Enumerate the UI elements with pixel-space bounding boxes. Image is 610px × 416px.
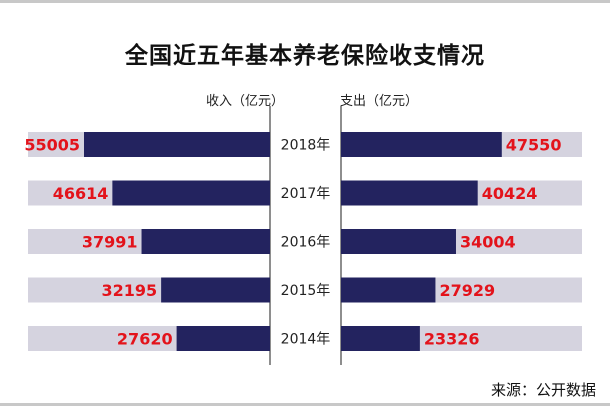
income-value-label: 46614 bbox=[53, 184, 109, 203]
expense-value-label: 40424 bbox=[482, 184, 538, 203]
year-tick-label: 2015年 bbox=[281, 283, 331, 299]
expense-bar bbox=[341, 132, 502, 157]
expense-value-label: 23326 bbox=[424, 330, 480, 349]
bottom-rule bbox=[0, 403, 610, 406]
expense-bar bbox=[341, 326, 420, 351]
chart-title: 全国近五年基本养老保险收支情况 bbox=[125, 43, 485, 69]
income-axis-label: 收入（亿元） bbox=[206, 94, 285, 109]
top-rule bbox=[0, 0, 610, 3]
expense-bar bbox=[341, 277, 436, 303]
year-tick-label: 2016年 bbox=[281, 235, 331, 251]
income-bar bbox=[84, 132, 270, 157]
expense-value-label: 27929 bbox=[439, 281, 495, 300]
income-bar bbox=[112, 180, 270, 206]
year-tick-label: 2014年 bbox=[281, 332, 331, 348]
source-note: 来源：公开数据 bbox=[490, 381, 596, 399]
income-value-label: 32195 bbox=[101, 281, 157, 300]
income-value-label: 37991 bbox=[82, 233, 138, 252]
income-value-label: 27620 bbox=[117, 330, 173, 349]
income-bar bbox=[141, 229, 270, 254]
expense-value-label: 34004 bbox=[460, 233, 516, 252]
income-bar bbox=[176, 326, 270, 351]
year-tick-label: 2018年 bbox=[281, 138, 331, 154]
income-bar bbox=[161, 277, 270, 303]
expense-bar bbox=[341, 180, 478, 206]
expense-axis-label: 支出（亿元） bbox=[340, 94, 419, 109]
expense-value-label: 47550 bbox=[506, 136, 562, 155]
expense-bar bbox=[341, 229, 456, 254]
year-tick-label: 2017年 bbox=[281, 186, 331, 202]
income-value-label: 55005 bbox=[24, 136, 80, 155]
